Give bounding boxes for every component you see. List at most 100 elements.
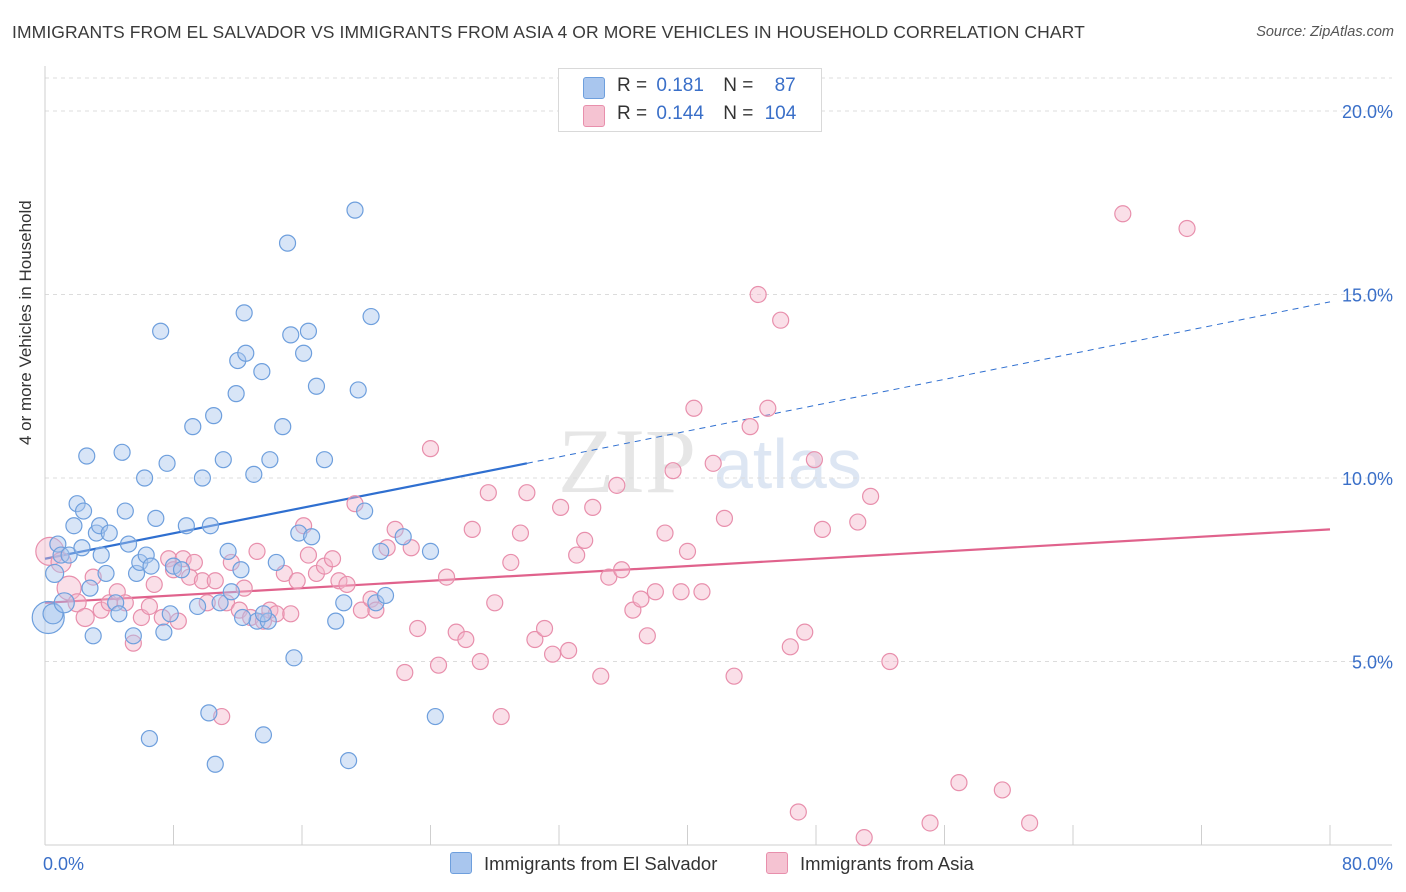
point-asia xyxy=(535,619,554,638)
point-el-salvador xyxy=(227,385,245,403)
legend-n-label: N = xyxy=(723,75,754,96)
point-asia xyxy=(632,590,650,608)
point-el-salvador xyxy=(119,535,138,553)
legend-swatch-blue xyxy=(583,77,605,99)
point-el-salvador xyxy=(137,546,155,564)
point-el-salvador xyxy=(290,524,308,542)
point-el-salvador xyxy=(200,704,218,722)
point-el-salvador xyxy=(60,546,78,564)
point-asia xyxy=(198,594,216,612)
watermark-atlas: atlas xyxy=(714,425,862,503)
point-asia xyxy=(1114,205,1132,223)
point-el-salvador xyxy=(299,322,318,340)
point-asia xyxy=(486,594,504,612)
point-asia xyxy=(656,524,674,542)
point-el-salvador xyxy=(188,597,207,616)
point-el-salvador xyxy=(164,557,183,575)
point-el-salvador xyxy=(349,381,367,399)
point-el-salvador xyxy=(315,451,334,469)
point-asia xyxy=(367,601,385,619)
legend-n-label: N = xyxy=(723,103,754,124)
trend-line-el-salvador xyxy=(44,462,528,560)
point-el-salvador xyxy=(147,509,165,527)
data-points xyxy=(31,201,1196,847)
bottom-legend-el-salvador: Immigrants from El Salvador xyxy=(450,852,717,875)
point-asia xyxy=(704,454,722,472)
point-asia xyxy=(855,829,873,847)
point-el-salvador xyxy=(184,418,202,436)
legend-r-label: R = xyxy=(617,103,648,124)
point-asia xyxy=(338,575,356,594)
point-asia xyxy=(396,663,414,682)
point-el-salvador xyxy=(155,623,173,641)
point-asia xyxy=(145,575,163,594)
point-el-salvador xyxy=(113,443,131,461)
axes xyxy=(44,66,1392,846)
point-asia xyxy=(288,572,306,590)
point-el-salvador xyxy=(124,627,142,645)
point-el-salvador xyxy=(426,707,444,726)
watermark: ZIP atlas xyxy=(558,410,862,512)
point-el-salvador xyxy=(142,557,160,575)
point-asia xyxy=(526,630,544,649)
point-el-salvador xyxy=(267,553,285,572)
point-el-salvador xyxy=(211,594,229,612)
point-el-salvador xyxy=(346,201,364,219)
point-el-salvador xyxy=(84,627,102,645)
point-asia xyxy=(600,568,618,586)
point-el-salvador xyxy=(100,524,118,542)
point-el-salvador xyxy=(237,344,255,362)
y-tick-label: 15.0% xyxy=(1342,286,1393,306)
tick-labels: 5.0% 10.0% 15.0% 20.0% 0.0% 80.0% xyxy=(43,102,1393,874)
point-asia xyxy=(492,707,510,726)
point-el-salvador xyxy=(335,594,353,612)
point-asia xyxy=(813,520,832,538)
trend-lines xyxy=(44,301,1331,604)
point-el-salvador xyxy=(421,542,440,561)
source-label: Source: ZipAtlas.com xyxy=(1256,24,1394,40)
point-asia xyxy=(75,607,95,628)
chart-title: IMMIGRANTS FROM EL SALVADOR VS IMMIGRANT… xyxy=(12,22,1085,42)
point-asia xyxy=(1178,219,1196,238)
point-asia xyxy=(664,462,682,480)
trend-line-el-salvador-extension xyxy=(526,301,1331,464)
point-asia xyxy=(584,498,602,516)
point-asia xyxy=(352,601,371,619)
point-asia xyxy=(881,652,899,671)
point-asia xyxy=(235,579,253,597)
point-asia xyxy=(217,594,236,612)
legend-r-label: R = xyxy=(617,75,648,96)
point-asia xyxy=(693,583,711,601)
point-asia xyxy=(646,583,664,601)
point-asia xyxy=(84,568,102,586)
point-asia xyxy=(206,572,224,590)
point-asia xyxy=(254,612,273,630)
point-asia xyxy=(502,553,520,572)
y-tick-label: 20.0% xyxy=(1342,102,1393,122)
point-el-salvador xyxy=(261,451,279,469)
point-el-salvador xyxy=(116,502,134,520)
point-asia xyxy=(330,572,348,590)
point-asia xyxy=(213,707,231,726)
point-asia xyxy=(429,656,448,674)
legend-n-value: 104 xyxy=(764,103,797,124)
point-el-salvador xyxy=(42,603,64,625)
point-asia xyxy=(805,451,823,469)
point-el-salvador xyxy=(219,542,237,561)
bottom-legend-label-asia: Immigrants from Asia xyxy=(800,853,974,874)
point-el-salvador xyxy=(303,528,321,546)
point-asia xyxy=(463,520,481,538)
point-asia xyxy=(471,652,489,671)
point-el-salvador xyxy=(97,564,115,583)
point-asia xyxy=(543,645,562,663)
point-el-salvador xyxy=(339,751,358,770)
point-el-salvador xyxy=(107,594,125,612)
point-asia xyxy=(511,524,530,542)
point-asia xyxy=(862,487,880,505)
point-el-salvador xyxy=(140,729,159,748)
bottom-legend-label-el-salvador: Immigrants from El Salvador xyxy=(484,853,718,874)
legend-r-value: 0.144 xyxy=(656,103,704,124)
point-asia xyxy=(409,619,427,638)
point-el-salvador xyxy=(45,563,65,584)
